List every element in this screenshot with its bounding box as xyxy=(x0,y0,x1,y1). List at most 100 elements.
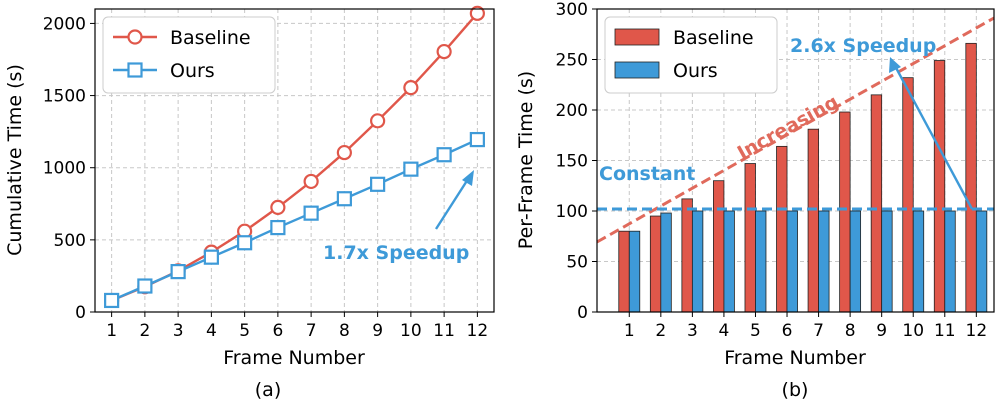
data-point-baseline xyxy=(436,43,452,60)
data-point-baseline xyxy=(370,113,386,129)
y-tick-label: 500 xyxy=(54,231,86,251)
x-tick-labels: 1 2 3 4 5 6 7 8 9 10 11 12 xyxy=(106,312,488,341)
x-tick-label: 2 xyxy=(655,321,666,341)
subfigure-label: (a) xyxy=(255,379,281,401)
legend-marker-baseline xyxy=(127,29,143,45)
x-axis-label: Frame Number xyxy=(223,347,365,369)
x-tick-label: 5 xyxy=(750,321,761,341)
series-line-ours xyxy=(111,138,478,302)
bar-baseline xyxy=(870,94,883,313)
y-tick-label: 50 xyxy=(566,253,588,273)
legend-label-baseline: Baseline xyxy=(673,27,754,49)
data-point-ours xyxy=(137,278,153,294)
legend-label-ours: Ours xyxy=(170,60,215,82)
x-tick-label: 4 xyxy=(206,321,217,341)
bar-baseline xyxy=(618,230,630,313)
plot-frame xyxy=(94,8,495,313)
x-tick-label: 7 xyxy=(813,321,824,341)
x-tick-labels: 1 2 3 4 5 6 7 8 9 10 11 12 xyxy=(624,312,987,341)
y-tick-label: 250 xyxy=(556,51,588,71)
bar-ours xyxy=(944,210,956,313)
data-point-ours xyxy=(237,235,253,251)
bar-baseline xyxy=(965,42,977,313)
y-tick-labels: 0 50 100 150 200 250 300 xyxy=(556,0,597,323)
y-axis-label: Cumulative Time (s) xyxy=(4,64,26,256)
y-tick-label: 300 xyxy=(556,0,588,20)
y-tick-label: 0 xyxy=(577,303,588,323)
data-point-ours xyxy=(403,161,419,177)
legend-marker-ours xyxy=(127,62,143,78)
x-tick-label: 12 xyxy=(966,321,988,341)
speedup-arrow xyxy=(892,63,974,210)
bar-baseline xyxy=(902,77,914,313)
data-point-baseline xyxy=(270,199,286,215)
legend: Baseline Ours xyxy=(604,16,778,94)
bar-ours xyxy=(755,210,767,313)
x-tick-label: 5 xyxy=(239,321,250,341)
subfigure-label: (b) xyxy=(782,379,809,401)
bar-baseline xyxy=(839,111,851,313)
bar-baseline xyxy=(807,128,819,313)
bar-baseline xyxy=(713,180,725,313)
data-point-ours xyxy=(104,292,120,309)
data-point-ours xyxy=(336,191,352,207)
bar-baseline xyxy=(744,163,756,313)
x-tick-label: 2 xyxy=(139,321,150,341)
y-tick-labels: 0 500 1000 1500 2000 xyxy=(43,14,95,323)
legend-label-ours: Ours xyxy=(673,60,718,82)
increasing-trend-line xyxy=(596,16,995,244)
bar-ours xyxy=(723,210,735,313)
y-tick-label: 100 xyxy=(556,202,588,222)
bar-baseline xyxy=(649,215,662,313)
y-axis-label: Per-Frame Time (s) xyxy=(515,71,537,249)
bar-ours xyxy=(786,210,798,313)
x-tick-label: 1 xyxy=(106,321,117,341)
data-point-baseline xyxy=(303,173,319,190)
x-tick-label: 6 xyxy=(782,321,793,341)
speedup-annotation: 1.7x Speedup xyxy=(323,242,469,264)
bar-ours xyxy=(849,210,862,313)
x-axis-label: Frame Number xyxy=(724,347,866,369)
y-tick-label: 0 xyxy=(75,303,86,323)
series-markers xyxy=(104,5,485,309)
y-tick-label: 1000 xyxy=(43,159,86,179)
x-tick-label: 9 xyxy=(876,321,887,341)
data-point-ours xyxy=(469,131,485,148)
x-tick-label: 3 xyxy=(687,321,698,341)
x-tick-label: 10 xyxy=(400,321,422,341)
x-tick-label: 11 xyxy=(433,321,455,341)
legend-swatch-baseline xyxy=(614,28,660,46)
y-tick-label: 150 xyxy=(556,152,588,172)
data-point-ours xyxy=(270,219,286,236)
x-tick-label: 3 xyxy=(173,321,184,341)
x-tick-label: 6 xyxy=(272,321,283,341)
legend: Baseline Ours xyxy=(102,16,276,94)
x-tick-label: 11 xyxy=(934,321,956,341)
increasing-annotation: Increasing xyxy=(734,91,843,164)
bar-ours xyxy=(660,212,672,313)
y-tick-label: 2000 xyxy=(43,14,86,34)
bar-baseline xyxy=(776,145,788,313)
bar-ours xyxy=(975,210,988,313)
data-point-ours xyxy=(436,147,452,163)
data-point-baseline xyxy=(469,5,485,21)
data-point-ours xyxy=(203,249,219,265)
bar-ours xyxy=(881,210,893,313)
speedup-arrowhead xyxy=(889,57,901,73)
x-tick-label: 1 xyxy=(624,321,635,341)
data-point-baseline xyxy=(336,144,352,161)
bar-ours xyxy=(818,210,830,313)
x-tick-label: 12 xyxy=(467,321,489,341)
x-tick-label: 8 xyxy=(339,321,350,341)
data-point-ours xyxy=(303,205,319,221)
y-tick-label: 1500 xyxy=(43,87,86,107)
x-tick-label: 7 xyxy=(306,321,317,341)
x-tick-label: 8 xyxy=(845,321,856,341)
bar-baseline xyxy=(933,60,946,313)
x-tick-label: 9 xyxy=(372,321,383,341)
data-point-ours xyxy=(170,264,186,280)
speedup-arrow xyxy=(434,175,472,230)
x-tick-label: 10 xyxy=(902,321,924,341)
